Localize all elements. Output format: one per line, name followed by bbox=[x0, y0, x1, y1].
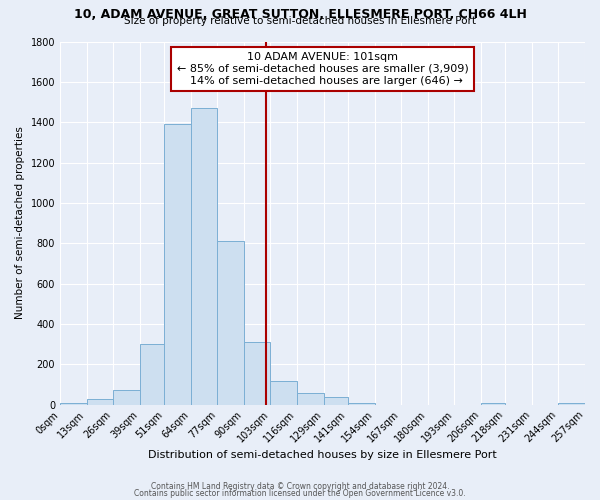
Bar bbox=[481, 402, 505, 404]
Bar bbox=[244, 342, 271, 404]
Bar bbox=[86, 398, 113, 404]
Text: Contains public sector information licensed under the Open Government Licence v3: Contains public sector information licen… bbox=[134, 489, 466, 498]
Text: Contains HM Land Registry data © Crown copyright and database right 2024.: Contains HM Land Registry data © Crown c… bbox=[151, 482, 449, 491]
Text: 10, ADAM AVENUE, GREAT SUTTON, ELLESMERE PORT, CH66 4LH: 10, ADAM AVENUE, GREAT SUTTON, ELLESMERE… bbox=[74, 8, 526, 20]
Text: 10 ADAM AVENUE: 101sqm
← 85% of semi-detached houses are smaller (3,909)
  14% o: 10 ADAM AVENUE: 101sqm ← 85% of semi-det… bbox=[176, 52, 469, 86]
Bar bbox=[297, 394, 323, 404]
Y-axis label: Number of semi-detached properties: Number of semi-detached properties bbox=[15, 126, 25, 320]
Bar bbox=[559, 402, 585, 404]
Bar bbox=[217, 241, 244, 404]
X-axis label: Distribution of semi-detached houses by size in Ellesmere Port: Distribution of semi-detached houses by … bbox=[148, 450, 497, 460]
Bar bbox=[348, 402, 374, 404]
Bar bbox=[271, 382, 297, 404]
Bar bbox=[191, 108, 217, 405]
Text: Size of property relative to semi-detached houses in Ellesmere Port: Size of property relative to semi-detach… bbox=[124, 16, 476, 26]
Bar bbox=[323, 396, 348, 404]
Bar bbox=[113, 390, 140, 404]
Bar bbox=[140, 344, 164, 405]
Bar bbox=[60, 402, 86, 404]
Bar bbox=[164, 124, 191, 404]
